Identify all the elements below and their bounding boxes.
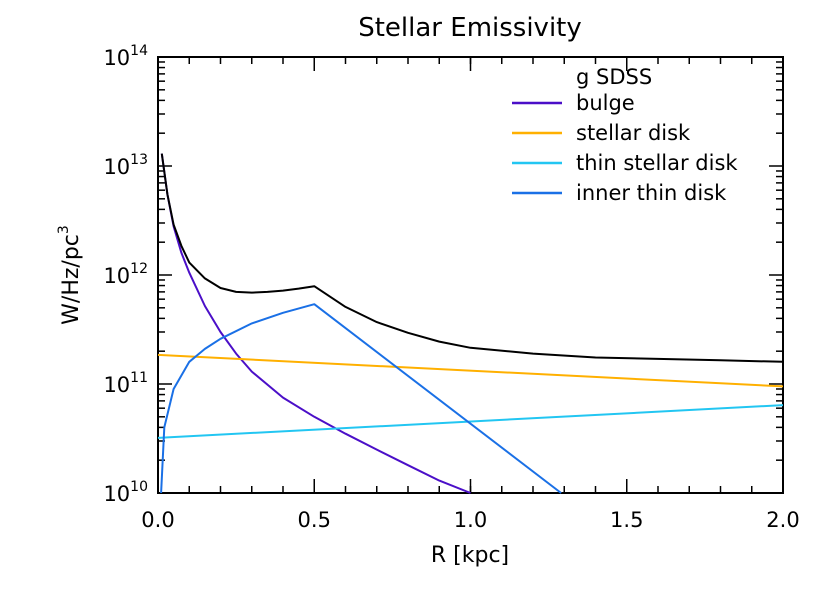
- y-axis-label: W/Hz/pc3: [56, 225, 84, 325]
- series-inner-thin-disk-line: [160, 303, 562, 494]
- y-tick-label: 1012: [103, 261, 148, 288]
- y-tick-label: 1010: [103, 479, 148, 506]
- x-axis-label: R [kpc]: [431, 543, 509, 568]
- x-tick-label: 1.0: [454, 508, 487, 532]
- x-tick-labels: 0.0 0.5 1.0 1.5 2.0: [141, 508, 799, 532]
- ticks-layer: [157, 56, 784, 494]
- legend-title: g SDSS: [576, 65, 652, 89]
- series-stellar-disk-line: [157, 353, 784, 388]
- y-tick-label: 1014: [103, 43, 148, 70]
- x-tick-label: 2.0: [766, 508, 799, 532]
- x-tick-label: 1.5: [610, 508, 643, 532]
- y-tick-labels: 1010 1011 1012 1013 1014: [103, 43, 148, 506]
- y-axis-label-main: W/Hz/pc: [59, 234, 84, 325]
- x-tick-label: 0.5: [298, 508, 331, 532]
- series-total-line: [160, 153, 784, 363]
- legend-label-thin-stellar-disk: thin stellar disk: [576, 151, 738, 175]
- legend-label-bulge: bulge: [576, 91, 635, 115]
- legend-label-inner-thin-disk: inner thin disk: [576, 181, 727, 205]
- series-thin-stellar-disk-line: [157, 404, 784, 439]
- y-tick-label: 1011: [103, 370, 148, 397]
- legend: g SDSS bulge stellar disk thin stellar dis…: [512, 65, 738, 205]
- y-axis-label-sup: 3: [56, 225, 72, 234]
- chart-title: Stellar Emissivity: [358, 13, 582, 43]
- x-tick-label: 0.0: [141, 508, 174, 532]
- series-bulge-line: [160, 153, 471, 494]
- legend-label-stellar-disk: stellar disk: [576, 121, 691, 145]
- series-layer: [157, 153, 784, 494]
- y-tick-label: 1013: [103, 152, 148, 179]
